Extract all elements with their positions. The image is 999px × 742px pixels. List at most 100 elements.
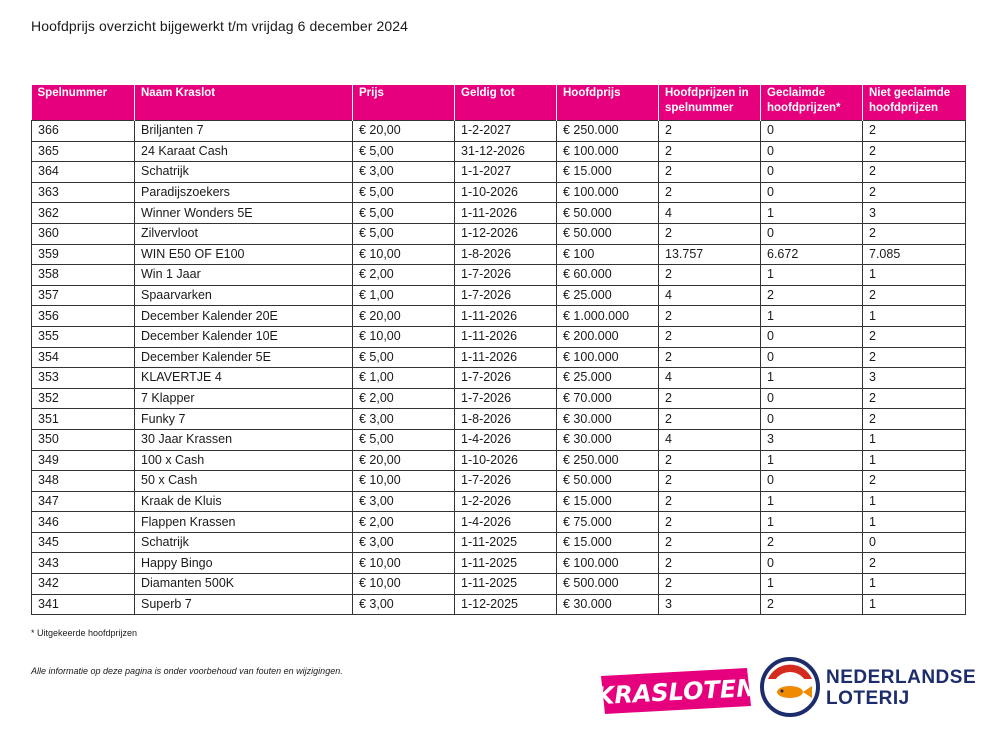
nederlandse-loterij-emblem <box>760 657 820 717</box>
table-cell: 2 <box>658 573 761 595</box>
table-cell: 50 x Cash <box>134 470 353 492</box>
table-cell: December Kalender 20E <box>134 305 353 327</box>
table-cell: 364 <box>31 161 135 183</box>
table-cell: € 5,00 <box>352 346 455 369</box>
header-row: Spelnummer Naam Kraslot Prijs Geldig tot Hoo… <box>31 85 966 121</box>
table-cell: 3 <box>862 367 966 389</box>
table-cell: € 25.000 <box>556 367 659 389</box>
table-cell: € 70.000 <box>556 387 659 410</box>
table-cell: 352 <box>31 387 135 410</box>
table-cell: 349 <box>31 449 135 472</box>
nl-wordmark-line1: NEDERLANDSE <box>826 667 977 688</box>
table-row: 364 Schatrijk € 3,00 1-1-2027 € 15.000 2 0 2 <box>31 161 966 183</box>
table-cell: 4 <box>658 284 761 307</box>
table-cell: 2 <box>658 531 761 554</box>
kraslo-logo: KRASLOTEN <box>597 668 755 714</box>
table-cell: 0 <box>862 531 966 554</box>
table-cell: 2 <box>862 408 966 430</box>
table-cell: € 30.000 <box>556 428 659 451</box>
table-cell: 2 <box>658 222 761 245</box>
table-cell: 3 <box>862 202 966 224</box>
table-cell: 3 <box>760 428 863 451</box>
table-cell: € 5,00 <box>352 222 455 245</box>
table-cell: 4 <box>658 367 761 389</box>
table-cell: 2 <box>760 531 863 554</box>
table-cell: 0 <box>760 470 863 492</box>
table-row: 366 Briljanten 7 € 20,00 1-2-2027 € 250.000 2… <box>31 120 966 142</box>
table-cell: Win 1 Jaar <box>134 264 353 286</box>
table-row: 355 December Kalender 10E € 10,00 1-11-2026… <box>31 325 966 348</box>
table-cell: Flappen Krassen <box>134 511 353 533</box>
table-row: 345 Schatrijk € 3,00 1-11-2025 € 15.000 2 2 0 <box>31 531 966 554</box>
table-cell: € 3,00 <box>352 408 455 430</box>
column-header: Spelnummer <box>31 85 135 121</box>
table-cell: 2 <box>862 222 966 245</box>
table-cell: € 50.000 <box>556 222 659 245</box>
table-cell: 359 <box>31 243 135 266</box>
table-cell: € 100.000 <box>556 552 659 575</box>
table-cell: € 2,00 <box>352 264 455 286</box>
table-cell: 0 <box>760 552 863 575</box>
table-cell: 2 <box>658 305 761 327</box>
table-cell: € 10,00 <box>352 243 455 266</box>
table-cell: € 200.000 <box>556 325 659 348</box>
table-cell: 1-11-2026 <box>454 305 557 327</box>
table-cell: 1 <box>760 264 863 286</box>
table-cell: 1 <box>760 202 863 224</box>
table-cell: WIN E50 OF E100 <box>134 243 353 266</box>
table-cell: 1-11-2025 <box>454 531 557 554</box>
table-cell: Superb 7 <box>134 593 353 616</box>
table-cell: 1-11-2026 <box>454 325 557 348</box>
table-cell: € 1,00 <box>352 367 455 389</box>
table-cell: 1 <box>760 367 863 389</box>
table-cell: € 5,00 <box>352 428 455 451</box>
column-header: Niet geclaimde hoofdprijzen <box>862 85 966 121</box>
table-cell: Paradijszoekers <box>134 181 353 204</box>
table-row: 357 Spaarvarken € 1,00 1-7-2026 € 25.000 4 2 2 <box>31 284 966 307</box>
table-cell: € 75.000 <box>556 511 659 533</box>
table-cell: 2 <box>862 346 966 369</box>
nl-wordmark-line2: LOTERIJ <box>826 688 910 709</box>
table-cell: 1-8-2026 <box>454 408 557 430</box>
table-cell: 2 <box>658 552 761 575</box>
table-cell: 24 Karaat Cash <box>134 140 353 163</box>
table-cell: 1-10-2026 <box>454 449 557 472</box>
table-cell: Zilvervloot <box>134 222 353 245</box>
table-cell: 354 <box>31 346 135 369</box>
table-cell: € 15.000 <box>556 490 659 513</box>
table-cell: 1-2-2026 <box>454 490 557 513</box>
table-row: 360 Zilvervloot € 5,00 1-12-2026 € 50.000 2 0 2 <box>31 222 966 245</box>
table-cell: € 500.000 <box>556 573 659 595</box>
column-header: Geclaimde hoofdprijzen* <box>760 85 863 121</box>
table-body: 366 Briljanten 7 € 20,00 1-2-2027 € 250.000 2… <box>31 120 966 616</box>
table-cell: 2 <box>862 284 966 307</box>
table-cell: 356 <box>31 305 135 327</box>
table-cell: 357 <box>31 284 135 307</box>
column-header: Prijs <box>352 85 455 121</box>
table-cell: € 3,00 <box>352 490 455 513</box>
table-cell: 342 <box>31 573 135 595</box>
table-cell: 1 <box>862 511 966 533</box>
table-cell: € 15.000 <box>556 531 659 554</box>
table-cell: Spaarvarken <box>134 284 353 307</box>
nederlandse-loterij-wordmark: NEDERLANDSE LOTERIJ <box>826 667 976 709</box>
table-cell: 0 <box>760 120 863 142</box>
table-cell: 2 <box>760 593 863 616</box>
table-cell: 2 <box>862 552 966 575</box>
table-cell: 1-4-2026 <box>454 428 557 451</box>
table-cell: € 1.000.000 <box>556 305 659 327</box>
table-cell: € 30.000 <box>556 593 659 616</box>
table-cell: € 2,00 <box>352 511 455 533</box>
table-cell: € 50.000 <box>556 470 659 492</box>
table-cell: Happy Bingo <box>134 552 353 575</box>
table-cell: 363 <box>31 181 135 204</box>
table-cell: € 250.000 <box>556 120 659 142</box>
table-row: 343 Happy Bingo € 10,00 1-11-2025 € 100.000 2… <box>31 552 966 575</box>
table-cell: 0 <box>760 387 863 410</box>
table-cell: 0 <box>760 346 863 369</box>
table-cell: 351 <box>31 408 135 430</box>
table-cell: 346 <box>31 511 135 533</box>
table-cell: 1-7-2026 <box>454 470 557 492</box>
table-cell: December Kalender 10E <box>134 325 353 348</box>
table-cell: 2 <box>658 490 761 513</box>
